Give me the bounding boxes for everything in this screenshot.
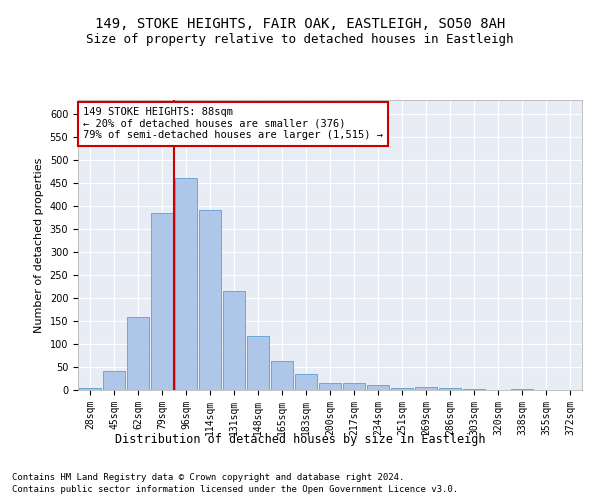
Bar [295, 374, 317, 390]
Y-axis label: Number of detached properties: Number of detached properties [34, 158, 44, 332]
Bar [439, 388, 461, 390]
Bar [271, 361, 293, 390]
Bar [223, 291, 245, 390]
Bar [463, 389, 485, 390]
Text: 149, STOKE HEIGHTS, FAIR OAK, EASTLEIGH, SO50 8AH: 149, STOKE HEIGHTS, FAIR OAK, EASTLEIGH,… [95, 18, 505, 32]
Bar [79, 388, 101, 390]
Text: Size of property relative to detached houses in Eastleigh: Size of property relative to detached ho… [86, 32, 514, 46]
Bar [391, 388, 413, 390]
Bar [199, 210, 221, 390]
Bar [511, 389, 533, 390]
Bar [151, 213, 173, 390]
Text: Contains public sector information licensed under the Open Government Licence v3: Contains public sector information licen… [12, 485, 458, 494]
Bar [127, 318, 149, 390]
Bar [175, 178, 197, 390]
Text: Distribution of detached houses by size in Eastleigh: Distribution of detached houses by size … [115, 432, 485, 446]
Bar [319, 383, 341, 390]
Bar [103, 370, 125, 390]
Bar [367, 386, 389, 390]
Text: Contains HM Land Registry data © Crown copyright and database right 2024.: Contains HM Land Registry data © Crown c… [12, 472, 404, 482]
Bar [415, 387, 437, 390]
Bar [343, 383, 365, 390]
Text: 149 STOKE HEIGHTS: 88sqm
← 20% of detached houses are smaller (376)
79% of semi-: 149 STOKE HEIGHTS: 88sqm ← 20% of detach… [83, 108, 383, 140]
Bar [247, 336, 269, 390]
